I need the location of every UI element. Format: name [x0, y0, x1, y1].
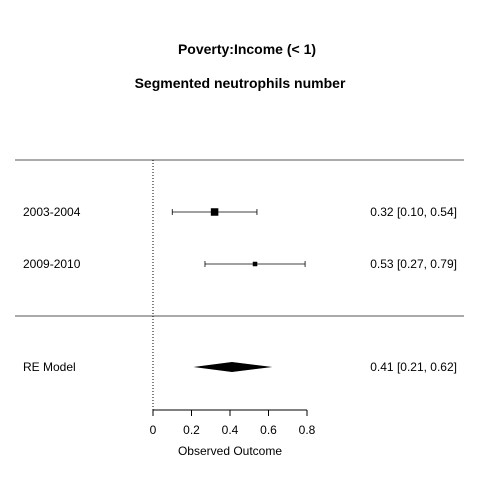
chart-subtitle: Segmented neutrophils number — [135, 75, 346, 91]
study-row: 2003-2004 0.32 [0.10, 0.54] — [23, 205, 457, 219]
study-estimate-text: 0.53 [0.27, 0.79] — [370, 257, 457, 271]
x-axis-label: Observed Outcome — [178, 444, 282, 458]
study-row: 2009-2010 0.53 [0.27, 0.79] — [23, 257, 457, 271]
study-estimate-text: 0.32 [0.10, 0.54] — [370, 205, 457, 219]
point-estimate-square — [210, 208, 219, 216]
x-tick-label: 0.6 — [260, 423, 277, 437]
chart-title: Poverty:Income (< 1) — [178, 41, 316, 57]
point-estimate-square — [252, 261, 258, 267]
x-tick-label: 0.4 — [222, 423, 239, 437]
summary-row: RE Model 0.41 [0.21, 0.62] — [23, 360, 457, 374]
study-label: 2009-2010 — [23, 257, 81, 271]
study-label: 2003-2004 — [23, 205, 81, 219]
x-tick-label: 0 — [150, 423, 157, 437]
x-tick-label: 0.2 — [183, 423, 200, 437]
study-rows: 2003-2004 0.32 [0.10, 0.54] 2009-2010 0.53 … — [23, 205, 457, 271]
x-tick-label: 0.8 — [299, 423, 316, 437]
summary-diamond — [193, 362, 273, 372]
x-axis: 0 0.2 0.4 0.6 0.8 — [150, 409, 316, 437]
summary-label: RE Model — [23, 360, 76, 374]
summary-estimate-text: 0.41 [0.21, 0.62] — [370, 360, 457, 374]
